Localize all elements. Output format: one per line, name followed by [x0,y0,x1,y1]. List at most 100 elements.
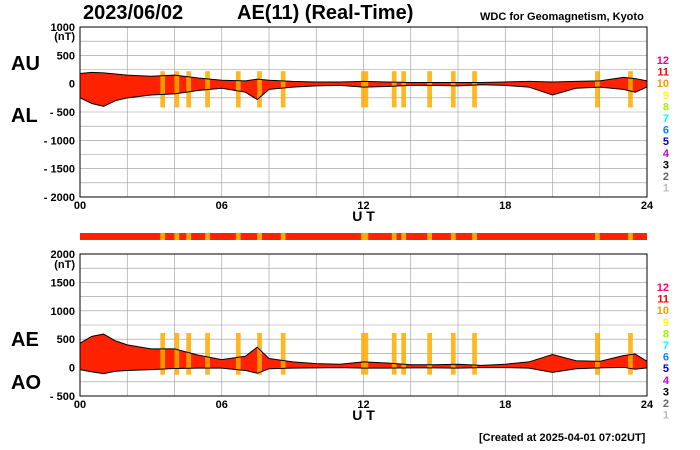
date-label: 2023/06/02 [83,2,184,24]
panel-2-partial-segment [472,332,477,375]
chart-title: AE(11) (Real-Time) [237,2,414,24]
panel-2-series-label-ae: AE [11,329,39,351]
panel-1-y-tick: - 1500 [44,164,75,176]
panel-2-partial-segment [450,332,456,375]
panel-2-partial-segment [174,332,180,375]
station-count-8-legend: 8 [663,328,669,340]
station-coverage-segment [450,233,456,240]
panel-2-y-tick: - 500 [50,391,75,403]
station-count-1-legend: 1 [663,410,669,422]
panel-2-series-label-ao: AO [11,372,41,394]
panel-1-partial-segment [450,71,456,108]
station-count-4-legend: 4 [663,148,670,160]
panel-1-x-tick: 24 [641,200,654,212]
station-count-7-legend: 7 [663,340,669,352]
station-count-10-legend: 10 [657,78,669,90]
panel-2-fill [80,334,647,374]
station-coverage-segment [205,233,210,240]
station-coverage-segment [595,233,600,240]
panel-1-series-label-au: AU [11,53,40,75]
station-count-12-legend: 12 [657,282,669,294]
source-label: WDC for Geomagnetism, Kyoto [480,11,644,23]
panel-2-x-tick: 12 [357,399,369,411]
panel-2-partial-segment [186,332,192,375]
station-count-2-legend: 2 [663,171,669,183]
panel-2-y-unit: (nT) [54,259,75,271]
panel-2-partial-segment [257,332,262,375]
panel-2-border [79,253,648,397]
panel-1-y-tick: - 1000 [44,135,75,147]
panel-2-y-tick: 1000 [51,306,75,318]
panel-1-partial-segment [186,71,192,108]
station-coverage-segment [361,233,369,240]
created-timestamp: [Created at 2025-04-01 07:02UT] [479,432,646,444]
panel-1-fill [80,72,647,107]
panel-1-series-au-line [79,71,648,84]
panel-2-x-label: U T [352,407,375,423]
panel-1-y-unit: (nT) [54,31,75,43]
station-count-2-legend: 2 [663,398,669,410]
station-count-6-legend: 6 [663,125,669,137]
panel-1-y-tick: - 500 [50,107,75,119]
station-count-4-legend: 4 [663,375,670,387]
station-coverage-segment [391,233,397,240]
panel-2-partial-segment [427,332,433,375]
panel-1-partial-segment [628,71,633,108]
station-coverage-segment [280,233,286,240]
panel-1-x-tick: 18 [499,200,511,212]
station-count-7-legend: 7 [663,113,669,125]
panel-1-y-tick: 1000 [51,22,75,34]
panel-2-x-tick: 24 [641,399,654,411]
station-count-5-legend: 5 [663,136,669,148]
panel-2-series-ao-line [79,366,648,375]
station-coverage-segment [472,233,477,240]
panel-2-y-tick: 500 [57,334,75,346]
panel-1-y-tick: - 2000 [44,192,75,204]
panel-2-y-tick: 2000 [51,249,75,261]
station-count-6-legend: 6 [663,352,669,364]
panel-2-x-tick: 18 [499,399,511,411]
panel-2-partial-segment [628,332,633,375]
panel-1-x-tick: 06 [216,200,228,212]
panel-1-x-label: U T [352,208,375,224]
station-coverage-segment [401,233,407,240]
station-coverage-segment [174,233,180,240]
panel-1-partial-segment [427,71,433,108]
panel-1-partial-segment [391,71,397,108]
panel-1-partial-segment [401,71,407,108]
panel-1-partial-segment [280,71,286,108]
station-count-10-legend: 10 [657,305,669,317]
panel-2-partial-segment [595,332,600,375]
panel-1-series-label-al: AL [11,105,38,127]
panel-1-series-al-line [79,84,648,107]
station-count-9-legend: 9 [663,90,669,102]
station-count-9-legend: 9 [663,317,669,329]
panel-1-border [79,26,648,198]
station-coverage-segment [628,233,633,240]
panel-2-x-tick: 06 [216,399,228,411]
station-count-11-legend: 11 [657,294,669,306]
station-coverage-segment [186,233,192,240]
panel-1-x-tick: 12 [357,200,369,212]
panel-2-partial-segment [235,332,241,375]
panel-1-x-tick: 00 [74,200,86,212]
panel-1-partial-segment [257,71,262,108]
panel-2-partial-segment [205,332,210,375]
panel-2-partial-segment [280,332,286,375]
panel-2-y-tick: 0 [69,363,75,375]
panel-2-series-ae-line [79,333,648,366]
panel-2-partial-segment [160,332,166,375]
station-count-8-legend: 8 [663,101,669,113]
panel-1-y-tick: 0 [69,79,75,91]
panel-2-x-tick: 00 [74,399,86,411]
station-coverage-segment [160,233,166,240]
station-count-3-legend: 3 [663,386,669,398]
station-count-12-legend: 12 [657,55,669,67]
station-coverage-segment [257,233,262,240]
panel-1-partial-segment [595,71,600,108]
panel-2-partial-segment [361,332,369,375]
station-coverage-segment [427,233,433,240]
station-count-3-legend: 3 [663,159,669,171]
